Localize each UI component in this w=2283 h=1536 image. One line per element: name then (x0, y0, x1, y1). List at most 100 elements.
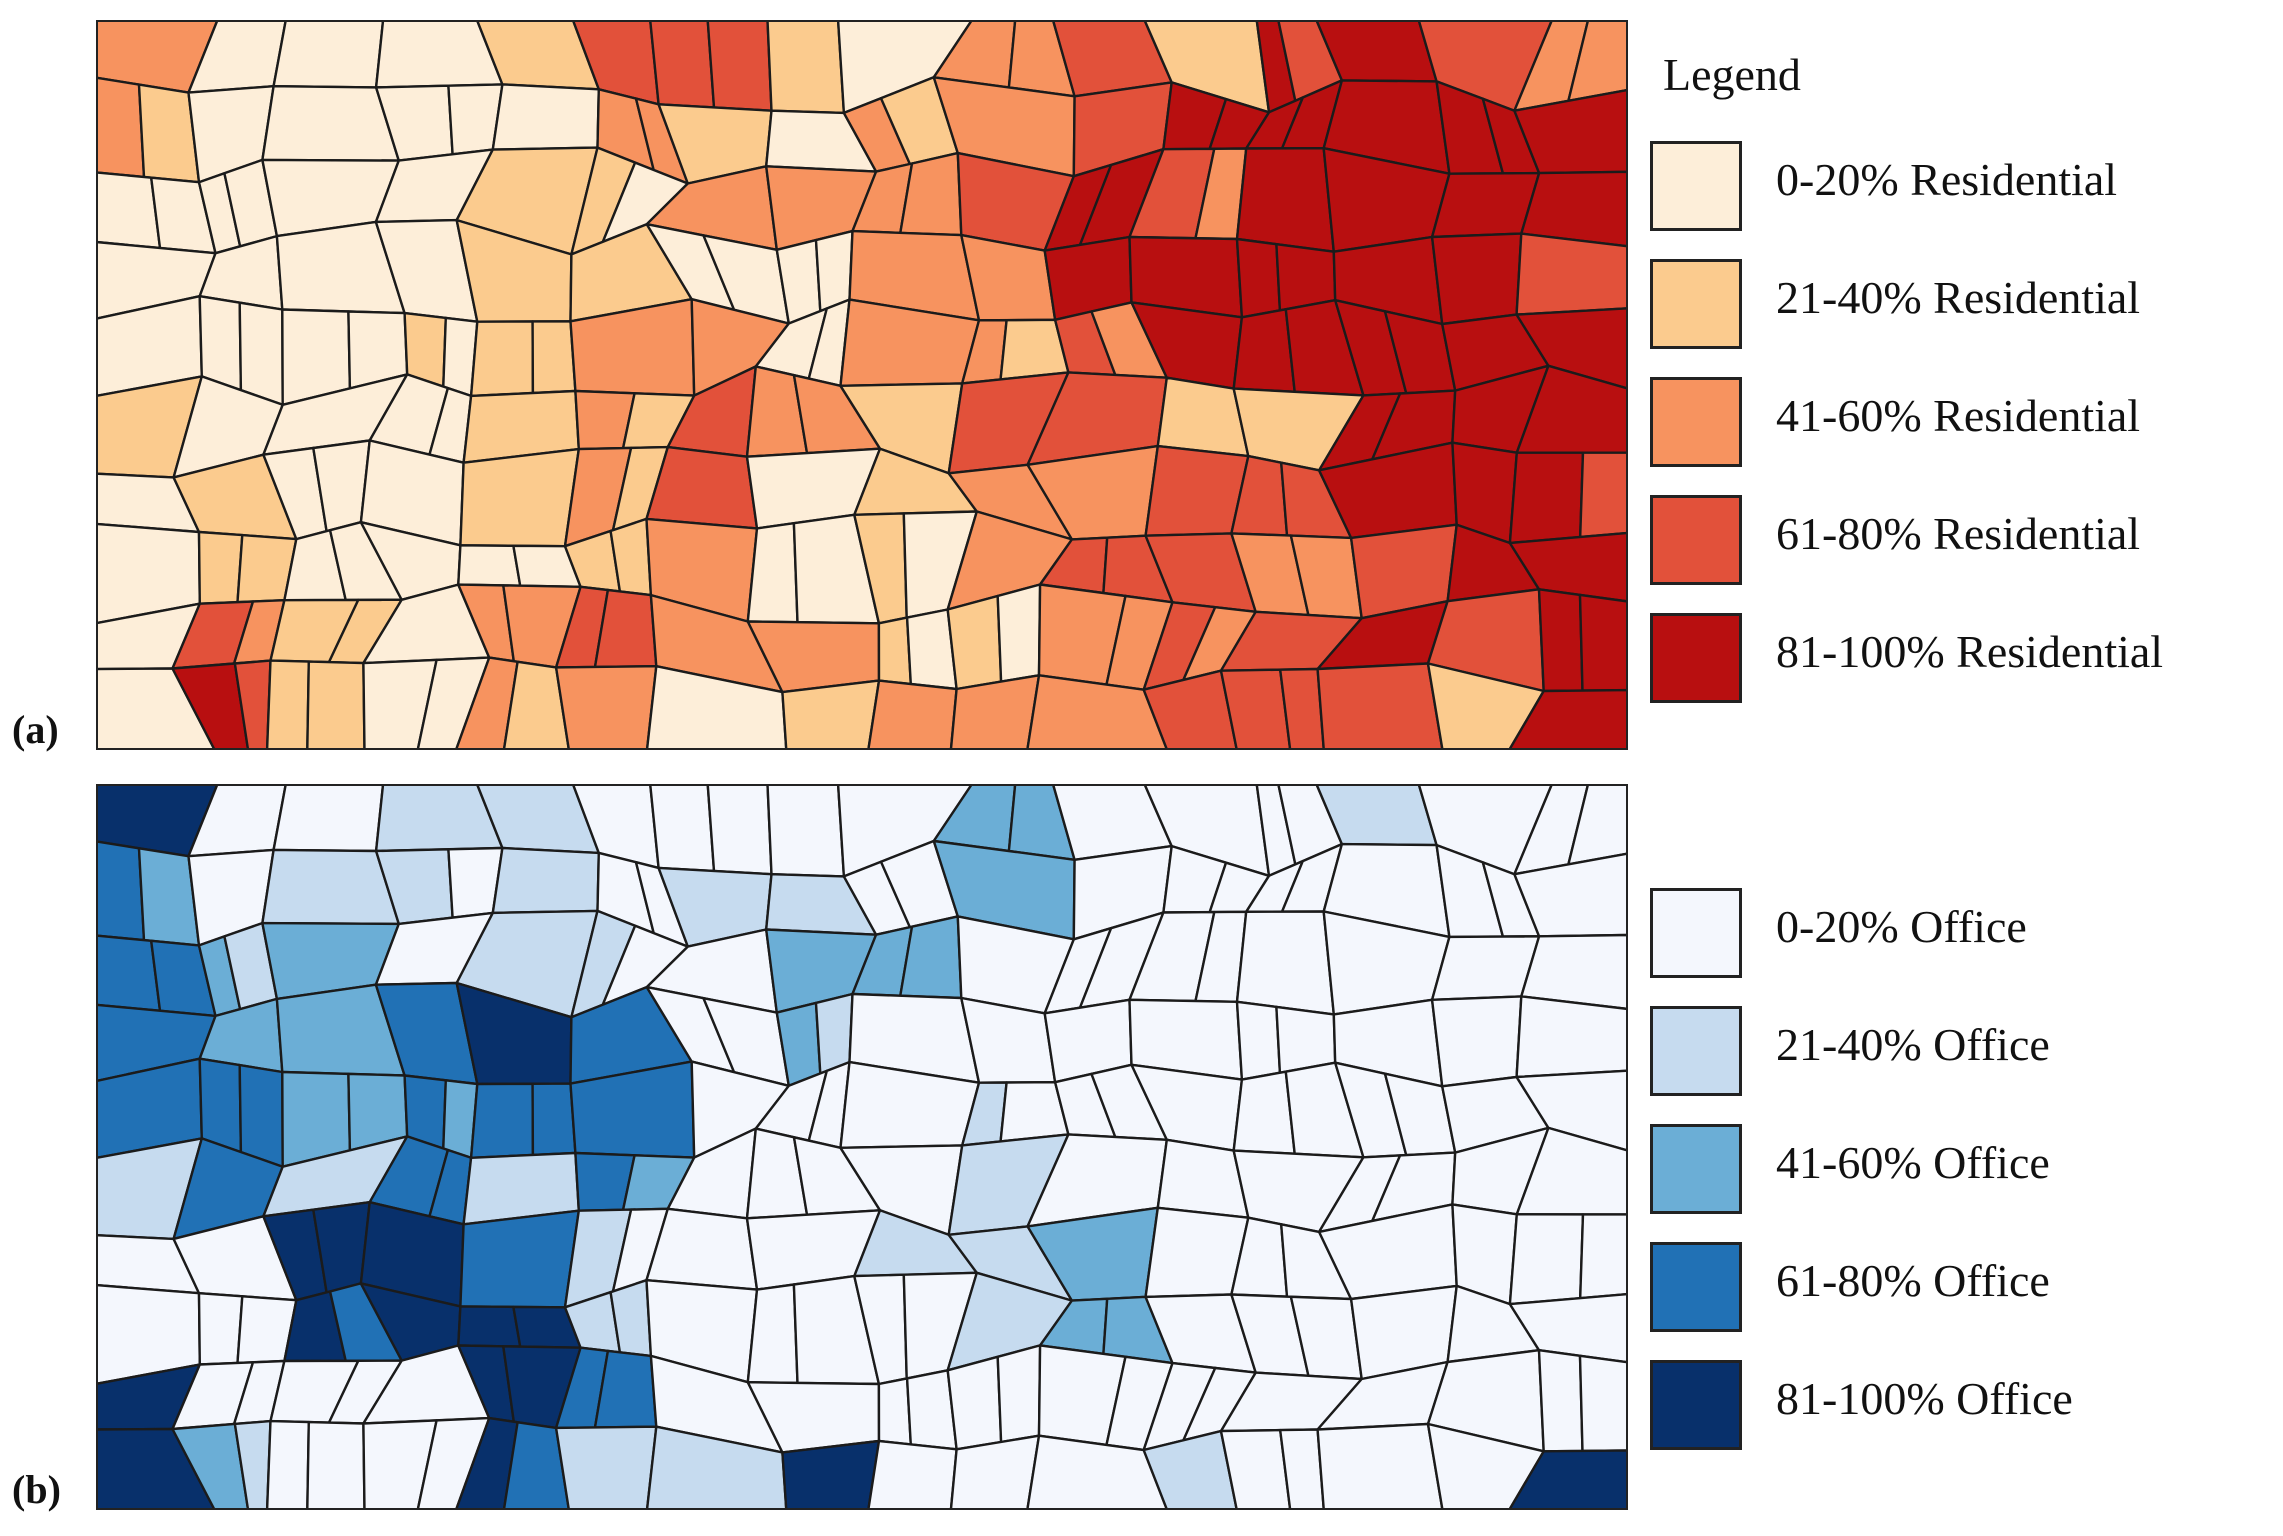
legend-swatch (1650, 1124, 1742, 1214)
city-block (1426, 662, 1545, 750)
city-block (96, 934, 162, 1012)
city-block (706, 20, 773, 112)
city-block (491, 83, 600, 151)
legend-swatch (1650, 888, 1742, 978)
city-block (1142, 669, 1239, 750)
city-block (1278, 1428, 1326, 1510)
city-block (996, 583, 1042, 683)
city-block (1578, 1213, 1628, 1300)
city-block (867, 679, 958, 750)
city-block (362, 1419, 438, 1510)
legend-item: 61-80% Residential (1650, 491, 2280, 609)
city-block (645, 1207, 759, 1291)
city-block (1508, 1213, 1585, 1306)
city-block (198, 1057, 243, 1154)
city-block (649, 784, 716, 873)
city-block (1430, 232, 1523, 326)
city-block (877, 1377, 912, 1446)
city-block (949, 674, 1041, 750)
city-block (233, 659, 272, 750)
city-block (645, 665, 788, 750)
city-block (1235, 146, 1336, 253)
city-block (1508, 1292, 1628, 1364)
legend-swatch (1650, 377, 1742, 467)
city-block (1515, 307, 1628, 390)
city-block (1430, 995, 1523, 1088)
legend-label: 81-100% Residential (1776, 626, 2164, 677)
city-block (306, 660, 366, 750)
legend-swatch (1650, 141, 1742, 231)
city-block (1578, 451, 1628, 539)
city-block (1507, 688, 1628, 750)
city-block (96, 667, 216, 750)
legend-label: 61-80% Office (1776, 1255, 2050, 1306)
legend-item: 0-20% Office (1650, 884, 2280, 1002)
legend-label: 41-60% Office (1776, 1137, 2050, 1188)
office-map-svg (96, 784, 1628, 1510)
city-block (96, 840, 146, 942)
city-block (265, 659, 311, 750)
city-block (1426, 1422, 1545, 1510)
city-block (1515, 364, 1628, 454)
city-block (416, 656, 491, 750)
city-block (96, 1427, 216, 1510)
city-block (233, 1419, 272, 1510)
city-block (1275, 1005, 1337, 1074)
city-block (781, 679, 881, 750)
city-block (867, 1439, 958, 1510)
city-block (766, 20, 846, 115)
map-frame (96, 784, 1628, 1510)
city-block (554, 1425, 658, 1510)
city-block (1232, 1070, 1296, 1155)
city-block (1278, 667, 1326, 750)
city-block (1513, 852, 1628, 938)
city-block (1537, 1349, 1584, 1453)
city-block (1219, 1428, 1292, 1510)
legend-item: 81-100% Residential (1650, 609, 2280, 727)
city-block (706, 784, 773, 876)
city-block (1235, 1000, 1282, 1081)
city-block (238, 1063, 284, 1168)
city-block (1507, 1449, 1628, 1510)
city-block (1520, 933, 1628, 1011)
city-block (746, 522, 799, 624)
legend-item: 81-100% Office (1650, 1356, 2280, 1474)
office-choropleth-map (96, 784, 1628, 1510)
map-frame (96, 20, 1628, 750)
city-block (877, 616, 912, 686)
city-block (766, 784, 846, 878)
legend-swatch (1650, 613, 1742, 703)
city-block (649, 20, 716, 109)
city-block (746, 1283, 799, 1385)
city-block (491, 846, 600, 915)
legend-label: 61-80% Residential (1776, 508, 2141, 559)
city-block (1232, 308, 1296, 393)
city-block (469, 320, 535, 398)
legend-label: 21-40% Residential (1776, 272, 2141, 323)
city-block (1515, 1126, 1628, 1216)
city-block (265, 1419, 311, 1510)
legend-item: 41-60% Residential (1650, 373, 2280, 491)
legend-label: 0-20% Office (1776, 901, 2027, 952)
city-block (1515, 1069, 1628, 1152)
city-block (814, 992, 854, 1075)
city-block (171, 662, 250, 750)
city-block (1142, 1429, 1239, 1510)
city-block (197, 1292, 244, 1366)
city-block (1520, 170, 1628, 248)
legend-swatch (1650, 1242, 1742, 1332)
city-block (1567, 20, 1628, 103)
city-block (502, 1421, 571, 1510)
city-block (171, 1422, 250, 1510)
city-block (554, 665, 658, 750)
city-block (457, 1305, 522, 1348)
legend-item: 41-60% Office (1650, 1120, 2280, 1238)
legend-label: 81-100% Office (1776, 1373, 2073, 1424)
city-blocks (96, 784, 1628, 1510)
city-block (1219, 668, 1292, 750)
city-block (645, 1425, 788, 1510)
city-block (1275, 242, 1337, 312)
city-block (362, 658, 438, 750)
city-block (949, 1434, 1041, 1510)
legend-title: Legend (1663, 49, 1801, 100)
